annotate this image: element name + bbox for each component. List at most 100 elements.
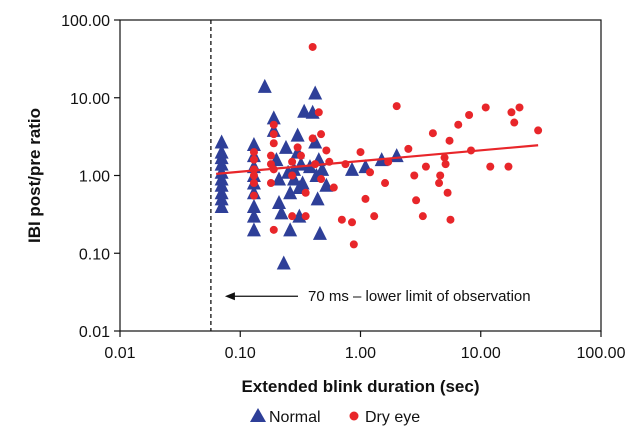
dry-eye-point [269, 120, 278, 129]
legend-normal-triangle-icon [250, 408, 266, 422]
dry-eye-point [288, 212, 297, 221]
dry-eye-point [356, 148, 365, 157]
dry-eye-point [440, 153, 449, 162]
legend-dry-eye-circle-icon [349, 411, 359, 421]
dry-eye-point [348, 218, 357, 227]
dry-eye-point [288, 157, 297, 166]
x-axis-ticks: 0.01 0.10 1.00 10.00 100.00 [104, 331, 626, 362]
dry-eye-point [366, 168, 375, 177]
dry-eye-point [269, 139, 278, 148]
dry-eye-point [269, 225, 278, 234]
dry-eye-point [266, 179, 275, 188]
dry-eye-point [370, 212, 379, 221]
y-axis-title: IBI post/pre ratio [25, 108, 44, 243]
normal-point [297, 103, 312, 118]
dry-eye-point [249, 171, 258, 180]
legend-dry-eye-label: Dry eye [365, 409, 420, 426]
normal-point [246, 222, 261, 237]
normal-point [312, 225, 327, 240]
normal-point [214, 156, 229, 171]
dry-eye-point [446, 215, 455, 224]
dry-eye-point [507, 108, 516, 117]
dry-eye-point [418, 212, 427, 221]
x-tick-label: 1.00 [345, 345, 376, 362]
normal-point [214, 134, 229, 149]
x-tick-label: 10.00 [461, 345, 501, 362]
y-tick-label: 0.01 [79, 324, 110, 341]
dry-eye-point [296, 151, 305, 160]
dry-eye-point [443, 188, 452, 197]
dry-eye-point [301, 212, 310, 221]
normal-point [308, 85, 323, 100]
dry-eye-point [465, 110, 474, 119]
dry-eye-point [249, 179, 258, 188]
dry-eye-point [308, 134, 317, 143]
dry-eye-point [349, 240, 358, 249]
legend: Normal Dry eye [250, 408, 420, 426]
dry-eye-point [435, 179, 444, 188]
dry-eye-point [308, 42, 317, 51]
x-axis-title: Extended blink duration (sec) [241, 377, 479, 396]
normal-point [274, 205, 289, 220]
dry-eye-point [534, 126, 543, 135]
dry-eye-point [337, 215, 346, 224]
dry-eye-point [317, 175, 326, 184]
normal-point [345, 161, 360, 176]
dry-eye-point [249, 155, 258, 164]
trend-line [216, 144, 539, 175]
normal-point [283, 222, 298, 237]
dry-eye-point [510, 118, 519, 127]
normal-point [292, 208, 307, 223]
dry-eye-point [454, 120, 463, 129]
normal-point [246, 208, 261, 223]
normal-point [278, 139, 293, 154]
dry-eye-point [381, 179, 390, 188]
annotation-arrow-head [224, 292, 235, 301]
y-tick-label: 0.10 [79, 246, 110, 263]
normal-point [315, 161, 330, 176]
dry-eye-point [428, 129, 437, 138]
dry-eye-point [441, 160, 450, 169]
normal-point [257, 78, 272, 93]
y-axis-ticks: 0.01 0.10 1.00 10.00 100.00 [61, 13, 120, 341]
annotation-text: 70 ms – lower limit of observation [308, 288, 531, 305]
x-tick-label: 0.01 [104, 345, 135, 362]
dry-eye-point [266, 151, 275, 160]
dry-eye-point [249, 191, 258, 200]
normal-point [266, 110, 281, 125]
dry-eye-point [314, 108, 323, 117]
dry-eye-point [421, 162, 430, 171]
dry-eye-point [504, 162, 513, 171]
dry-eye-point [436, 171, 445, 180]
dry-eye-point [288, 171, 297, 180]
normal-point [319, 177, 334, 192]
data-points [214, 42, 543, 270]
y-tick-label: 100.00 [61, 13, 110, 30]
normal-point [214, 198, 229, 213]
y-tick-label: 10.00 [70, 91, 110, 108]
x-tick-label: 100.00 [577, 345, 626, 362]
normal-point [276, 255, 291, 270]
dry-eye-point [293, 143, 302, 152]
normal-point [290, 127, 305, 142]
dry-eye-point [412, 196, 421, 205]
dry-eye-point [301, 188, 310, 197]
normal-point [310, 191, 325, 206]
normal-point [295, 175, 310, 190]
dry-eye-point [410, 171, 419, 180]
annotation: 70 ms – lower limit of observation [224, 288, 531, 305]
y-tick-label: 1.00 [79, 169, 110, 186]
normal-point [271, 194, 286, 209]
legend-normal-label: Normal [269, 409, 321, 426]
dry-eye-point [392, 102, 401, 111]
normal-point [214, 177, 229, 192]
plot-frame [119, 19, 602, 332]
dry-eye-point [486, 162, 495, 171]
dry-eye-point [404, 144, 413, 153]
normal-point [214, 191, 229, 206]
dry-eye-point [317, 130, 326, 139]
dry-eye-point [322, 146, 331, 155]
dry-eye-point [445, 136, 454, 145]
dry-eye-point [481, 103, 490, 112]
